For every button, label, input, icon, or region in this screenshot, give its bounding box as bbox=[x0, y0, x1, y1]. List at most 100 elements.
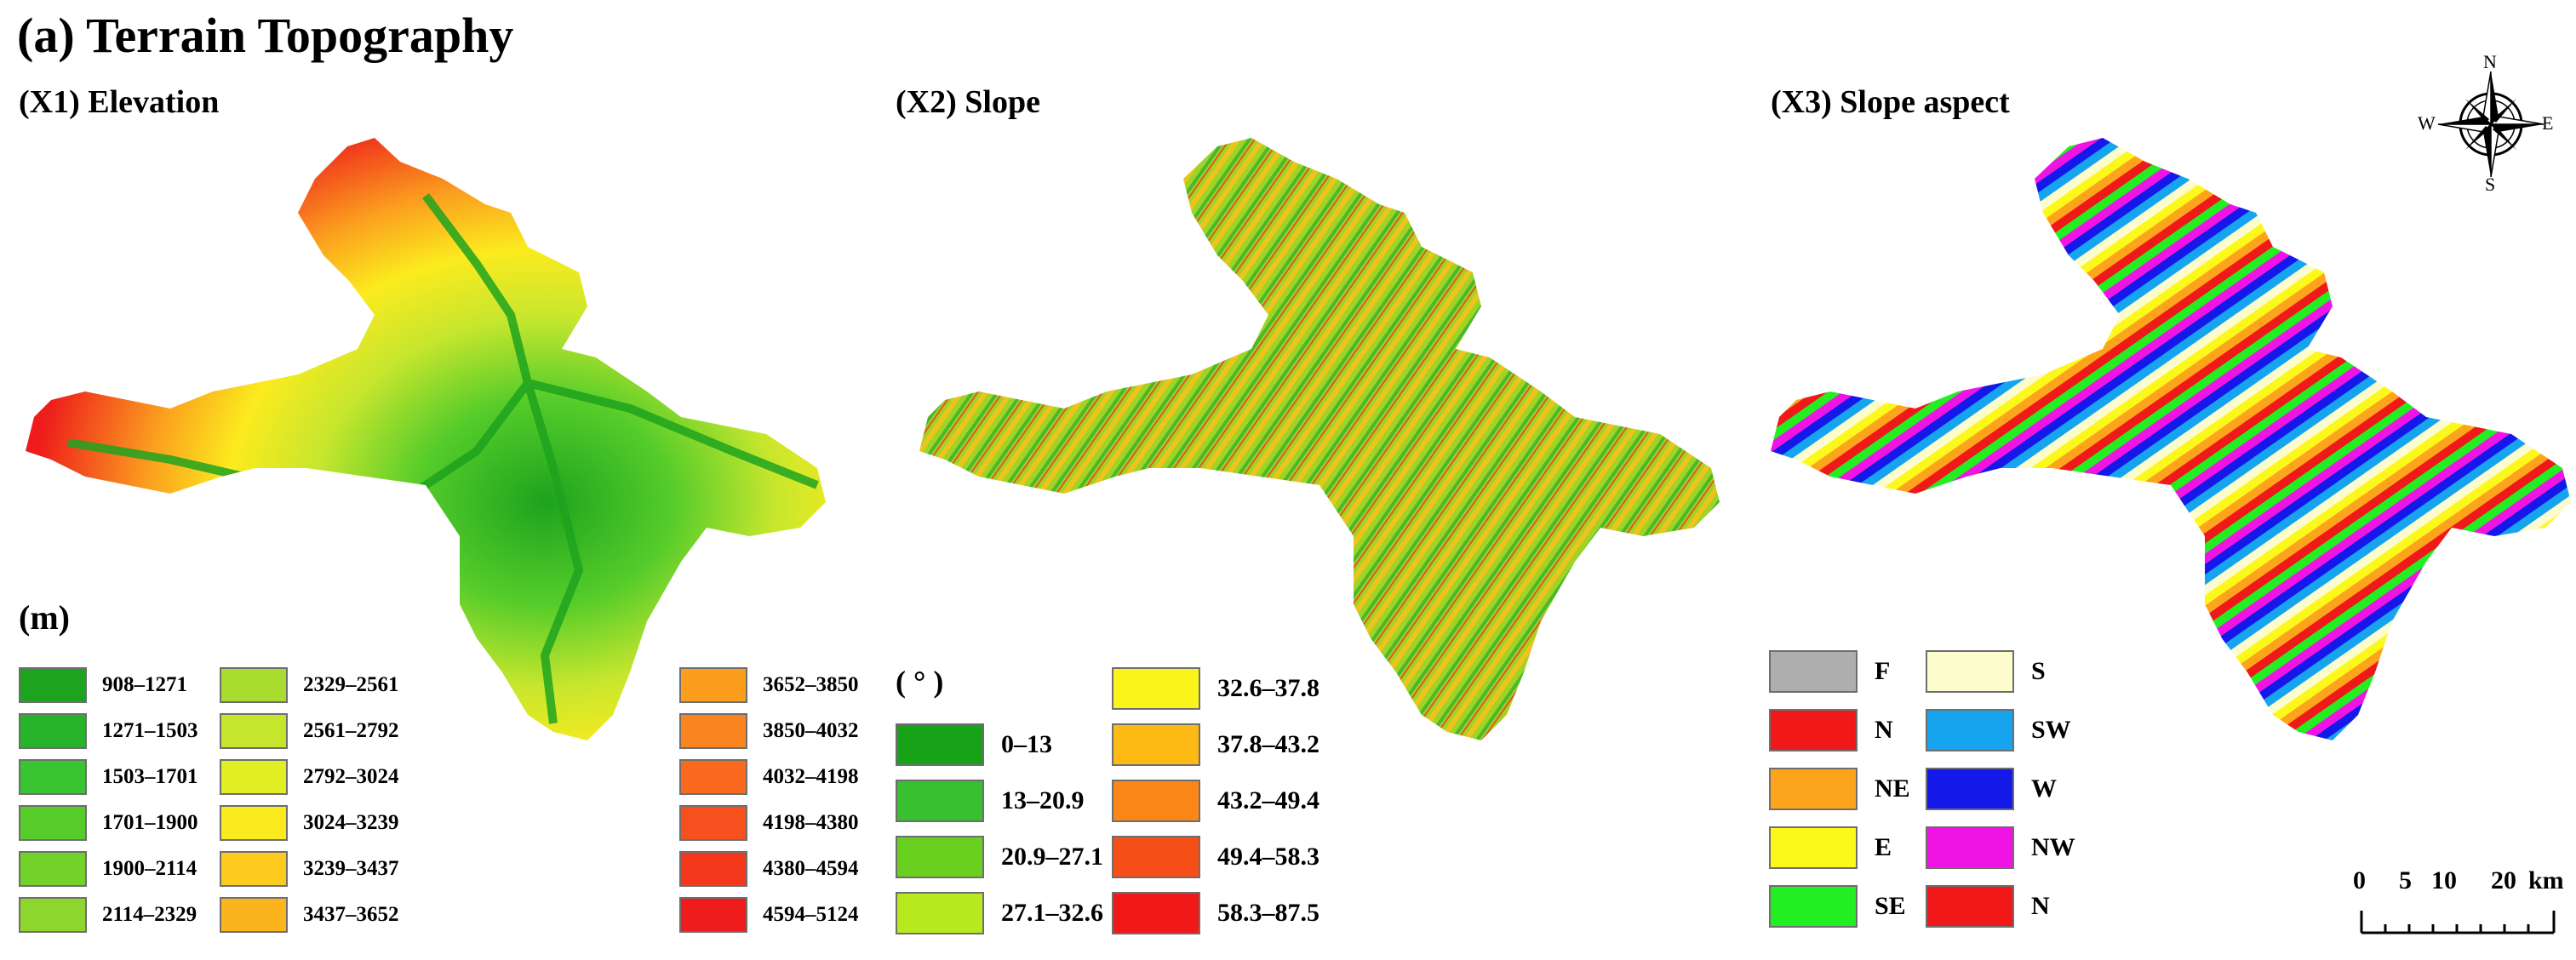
scale-unit: km bbox=[2528, 866, 2564, 894]
elevation-legend-swatch bbox=[220, 805, 288, 841]
elevation-legend-item: 3239–3437 bbox=[220, 849, 399, 889]
elevation-legend-swatch bbox=[19, 851, 87, 887]
slope-legend-item: 13–20.9 bbox=[896, 780, 1085, 822]
elevation-legend-item: 4380–4594 bbox=[679, 849, 859, 889]
slope-legend-swatch bbox=[1112, 723, 1200, 766]
scale-tick-10: 10 bbox=[2431, 866, 2457, 894]
slope-legend-swatch bbox=[1112, 780, 1200, 822]
compass-label-s: S bbox=[2485, 174, 2496, 195]
aspect-legend-label: F bbox=[1875, 657, 1891, 685]
elevation-legend-label: 2114–2329 bbox=[102, 903, 197, 926]
slope-legend-item: 20.9–27.1 bbox=[896, 836, 1103, 878]
elevation-legend-swatch bbox=[679, 759, 747, 795]
aspect-legend-label: NW bbox=[2031, 833, 2075, 861]
elevation-legend-swatch bbox=[679, 851, 747, 887]
slope-legend-item: 43.2–49.4 bbox=[1112, 780, 1319, 822]
slope-legend-swatch bbox=[896, 892, 984, 934]
aspect-legend-swatch bbox=[1769, 650, 1858, 693]
elevation-map bbox=[26, 138, 826, 740]
elevation-legend-item: 1900–2114 bbox=[19, 849, 197, 889]
elevation-legend-swatch bbox=[679, 805, 747, 841]
elevation-legend-item: 2792–3024 bbox=[220, 757, 399, 797]
elevation-legend-item: 2329–2561 bbox=[220, 666, 399, 705]
panel-title-slope: (X2) Slope bbox=[896, 84, 1040, 120]
slope-legend-swatch bbox=[896, 836, 984, 878]
aspect-legend-swatch bbox=[1926, 709, 2014, 751]
elevation-legend-label: 1900–2114 bbox=[102, 857, 197, 880]
aspect-legend-item: S bbox=[1926, 650, 2046, 693]
slope-legend-swatch bbox=[1112, 667, 1200, 710]
aspect-legend-swatch bbox=[1926, 826, 2014, 869]
figure-title: (a) Terrain Topography bbox=[17, 8, 514, 63]
elevation-legend-label: 1701–1900 bbox=[102, 811, 198, 834]
slope-legend-swatch bbox=[1112, 892, 1200, 934]
aspect-legend-label: N bbox=[1875, 716, 1893, 744]
elevation-legend-swatch bbox=[220, 897, 288, 933]
aspect-map bbox=[1771, 138, 2571, 740]
slope-legend-swatch bbox=[896, 723, 984, 766]
elevation-legend-label: 2561–2792 bbox=[303, 719, 399, 742]
aspect-legend-swatch bbox=[1926, 650, 2014, 693]
panel-title-elevation: (X1) Elevation bbox=[19, 84, 220, 120]
elevation-legend-swatch bbox=[19, 713, 87, 749]
elevation-legend-swatch bbox=[679, 713, 747, 749]
slope-legend-label: 49.4–58.3 bbox=[1217, 843, 1319, 871]
slope-legend-label: 32.6–37.8 bbox=[1217, 674, 1319, 702]
elevation-legend-label: 908–1271 bbox=[102, 673, 187, 696]
compass-label-e: E bbox=[2542, 112, 2554, 134]
aspect-legend-label: SE bbox=[1875, 892, 1906, 920]
elevation-legend-label: 3850–4032 bbox=[763, 719, 859, 742]
aspect-legend-swatch bbox=[1769, 826, 1858, 869]
compass-label-w: W bbox=[2418, 112, 2436, 134]
aspect-legend-item: N bbox=[1769, 709, 1893, 751]
elevation-legend-label: 2329–2561 bbox=[303, 673, 399, 696]
slope-legend-item: 32.6–37.8 bbox=[1112, 667, 1319, 710]
aspect-legend-item: N bbox=[1926, 885, 2050, 928]
elevation-legend-swatch bbox=[19, 759, 87, 795]
elevation-unit: (m) bbox=[19, 598, 70, 637]
scale-bar bbox=[2360, 911, 2556, 934]
aspect-legend-swatch bbox=[1769, 709, 1858, 751]
elevation-legend-label: 4198–4380 bbox=[763, 811, 859, 834]
elevation-legend-item: 4198–4380 bbox=[679, 803, 859, 843]
elevation-legend-swatch bbox=[220, 713, 288, 749]
elevation-legend-item: 3850–4032 bbox=[679, 711, 859, 751]
elevation-legend-item: 908–1271 bbox=[19, 666, 187, 705]
aspect-legend-item: E bbox=[1769, 826, 1892, 869]
slope-legend-label: 27.1–32.6 bbox=[1001, 899, 1103, 927]
aspect-legend-item: NE bbox=[1769, 768, 1910, 810]
elevation-legend-swatch bbox=[220, 667, 288, 703]
elevation-legend-item: 3652–3850 bbox=[679, 666, 859, 705]
aspect-legend-swatch bbox=[1769, 768, 1858, 810]
slope-map bbox=[919, 138, 1720, 740]
slope-legend-label: 37.8–43.2 bbox=[1217, 730, 1319, 758]
aspect-legend-swatch bbox=[1926, 885, 2014, 928]
elevation-legend-item: 1503–1701 bbox=[19, 757, 198, 797]
elevation-legend-swatch bbox=[19, 805, 87, 841]
slope-legend-swatch bbox=[1112, 836, 1200, 878]
elevation-legend-swatch bbox=[220, 851, 288, 887]
elevation-legend-label: 1503–1701 bbox=[102, 765, 198, 788]
elevation-legend-item: 2114–2329 bbox=[19, 895, 197, 934]
elevation-legend-item: 2561–2792 bbox=[220, 711, 399, 751]
elevation-legend-item: 4032–4198 bbox=[679, 757, 859, 797]
panel-title-aspect: (X3) Slope aspect bbox=[1771, 84, 2010, 120]
aspect-legend-label: S bbox=[2031, 657, 2046, 685]
slope-legend-label: 0–13 bbox=[1001, 730, 1052, 758]
elevation-legend-label: 4594–5124 bbox=[763, 903, 859, 926]
slope-legend-item: 49.4–58.3 bbox=[1112, 836, 1319, 878]
slope-legend-label: 20.9–27.1 bbox=[1001, 843, 1103, 871]
aspect-legend-swatch bbox=[1926, 768, 2014, 810]
elevation-legend-item: 4594–5124 bbox=[679, 895, 859, 934]
elevation-legend-swatch bbox=[19, 667, 87, 703]
aspect-legend-label: W bbox=[2031, 774, 2057, 803]
aspect-legend-label: NE bbox=[1875, 774, 1910, 803]
aspect-legend-item: NW bbox=[1926, 826, 2075, 869]
slope-legend-item: 37.8–43.2 bbox=[1112, 723, 1319, 766]
aspect-legend-label: E bbox=[1875, 833, 1892, 861]
north-arrow-icon bbox=[2437, 71, 2545, 178]
elevation-legend-label: 2792–3024 bbox=[303, 765, 399, 788]
slope-legend-item: 58.3–87.5 bbox=[1112, 892, 1319, 934]
elevation-legend-swatch bbox=[19, 897, 87, 933]
aspect-legend-item: SE bbox=[1769, 885, 1906, 928]
